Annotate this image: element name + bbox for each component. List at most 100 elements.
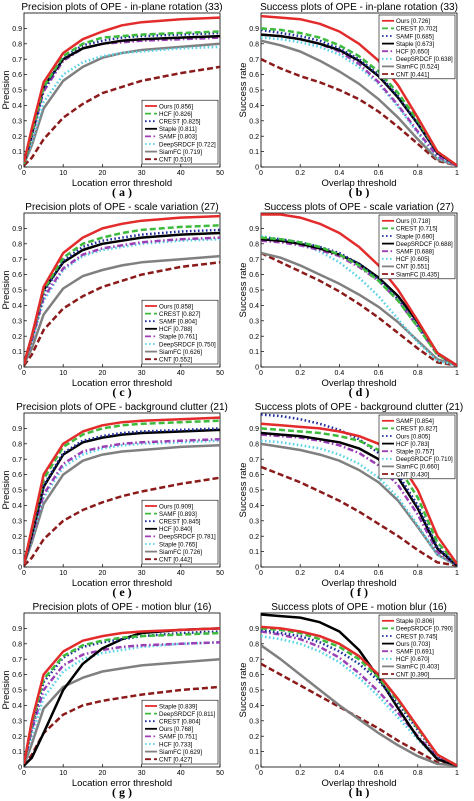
series-line-1 <box>24 214 220 365</box>
series-lines <box>261 14 457 167</box>
y-axis-label: Precision <box>1 470 12 509</box>
y-tick-label: 0.5 <box>12 688 22 695</box>
y-tick-label: 0.6 <box>249 672 259 679</box>
series-line-1 <box>24 16 220 163</box>
legend-label: DeepSRDCF [0.688] <box>396 241 453 248</box>
y-tick-label: 0.3 <box>249 318 259 325</box>
series-line-2 <box>24 419 220 565</box>
y-tick-label: 0.9 <box>12 26 22 33</box>
legend-label: SiamFC [0.524] <box>396 64 439 71</box>
y-tick-label: 0.5 <box>249 488 259 495</box>
series-line-5 <box>24 236 220 365</box>
legend-label: Staple [0.839] <box>159 703 197 710</box>
x-tick-label: 0 <box>259 770 263 777</box>
x-tick-label: 40 <box>177 170 185 177</box>
legend-label: CREST [0.845] <box>159 519 201 526</box>
series-line-3 <box>24 31 220 165</box>
y-tick-label: 0.8 <box>249 241 259 248</box>
legend-label: Ours [0.856] <box>159 103 193 110</box>
chart-title: Success plots of OPE - in-plane rotation… <box>260 2 458 13</box>
series-line-5 <box>24 641 220 765</box>
subfigure-caption: ( b ) <box>349 185 370 199</box>
series-line-8 <box>261 662 457 767</box>
series-lines <box>24 416 220 567</box>
y-tick-label: 0.8 <box>12 441 22 448</box>
x-axis-label: Overlap threshold <box>322 378 397 389</box>
subfigure-caption: ( g ) <box>112 785 132 799</box>
chart-title: Success plots of OPE - background clutte… <box>255 402 463 413</box>
legend-label: Staple [0.811] <box>159 126 197 133</box>
series-line-1 <box>24 627 220 765</box>
legend-label: SiamFC [0.435] <box>396 271 439 278</box>
legend-label: Ours [0.718] <box>396 218 430 225</box>
y-axis-label: Success rate <box>238 263 249 318</box>
x-tick-label: 20 <box>99 370 107 377</box>
x-tick-label: 40 <box>177 570 185 577</box>
y-tick-label: 0.1 <box>249 149 259 156</box>
legend: Staple [0.806]DeepSRDCF [0.790]CREST [0.… <box>378 614 456 680</box>
y-tick-label: 0.4 <box>249 303 259 310</box>
x-tick-label: 0.4 <box>335 370 345 377</box>
legend-label: Ours [0.703] <box>396 641 430 648</box>
y-tick-label: 0 <box>255 765 259 772</box>
legend-box <box>378 214 456 280</box>
series-line-1 <box>261 14 457 167</box>
x-tick-label: 30 <box>138 770 146 777</box>
y-tick-label: 0.6 <box>249 272 259 279</box>
chart-title: Precision plots of OPE - scale variation… <box>25 202 218 213</box>
chart-panel-3: Precision plots of OPE - scale variation… <box>1 202 224 399</box>
series-line-3 <box>261 413 457 567</box>
y-tick-label: 0.4 <box>249 703 259 710</box>
legend-label: CREST [0.745] <box>396 633 438 640</box>
y-tick-label: 0 <box>255 365 259 372</box>
x-axis-label: Overlap threshold <box>322 778 397 789</box>
x-tick-label: 40 <box>177 370 185 377</box>
series-line-8 <box>24 476 220 567</box>
series-line-1 <box>261 625 457 767</box>
legend-label: SAMF [0.685] <box>396 33 434 40</box>
x-tick-label: 1 <box>455 570 459 577</box>
legend-label: HCF [0.670] <box>396 656 430 663</box>
y-tick-label: 0.5 <box>12 88 22 95</box>
legend-label: CNT [0.441] <box>396 71 430 78</box>
legend-label: DeepSRDCF [0.638] <box>396 56 453 63</box>
series-line-5 <box>261 33 457 167</box>
y-tick-label: 0.4 <box>249 103 259 110</box>
y-tick-label: 0.3 <box>12 518 22 525</box>
series-line-7 <box>261 644 457 767</box>
legend-label: Staple [0.761] <box>159 334 197 341</box>
legend-label: HCF [0.840] <box>159 526 193 533</box>
y-axis-label: Precision <box>1 670 12 709</box>
series-line-2 <box>24 224 220 365</box>
chart-title: Success plots of OPE - scale variation (… <box>264 202 454 213</box>
y-tick-label: 0.9 <box>12 626 22 633</box>
y-tick-label: 0.8 <box>249 41 259 48</box>
series-line-2 <box>261 236 457 367</box>
series-line-4 <box>261 613 457 767</box>
y-tick-label: 0 <box>255 565 259 572</box>
legend-label: Ours [0.805] <box>396 433 430 440</box>
series-line-2 <box>261 427 457 565</box>
legend-label: CNT [0.390] <box>396 671 430 678</box>
y-tick-label: 0.2 <box>249 734 259 741</box>
legend-label: Staple [0.690] <box>396 233 434 240</box>
x-tick-label: 0.2 <box>295 570 305 577</box>
y-tick-label: 0.4 <box>12 103 22 110</box>
x-tick-label: 40 <box>177 770 185 777</box>
x-tick-label: 0 <box>22 570 26 577</box>
x-tick-label: 0.6 <box>374 770 384 777</box>
legend-label: SAMF [0.893] <box>159 511 197 518</box>
y-tick-label: 0.9 <box>249 426 259 433</box>
y-axis-label: Success rate <box>238 463 249 518</box>
legend-label: CNT [0.551] <box>396 264 430 271</box>
legend-label: Ours [0.768] <box>159 726 193 733</box>
series-line-8 <box>24 261 220 367</box>
y-tick-label: 0.6 <box>12 72 22 79</box>
legend-label: CREST [0.827] <box>396 426 438 433</box>
x-tick-label: 0.2 <box>295 370 305 377</box>
y-tick-label: 0.1 <box>249 549 259 556</box>
chart-title: Success plots of OPE - motion blur (16) <box>271 602 447 613</box>
legend: Ours [0.718]CREST [0.715]Staple [0.690]D… <box>378 214 456 280</box>
legend-label: SiamFC [0.629] <box>159 749 202 756</box>
